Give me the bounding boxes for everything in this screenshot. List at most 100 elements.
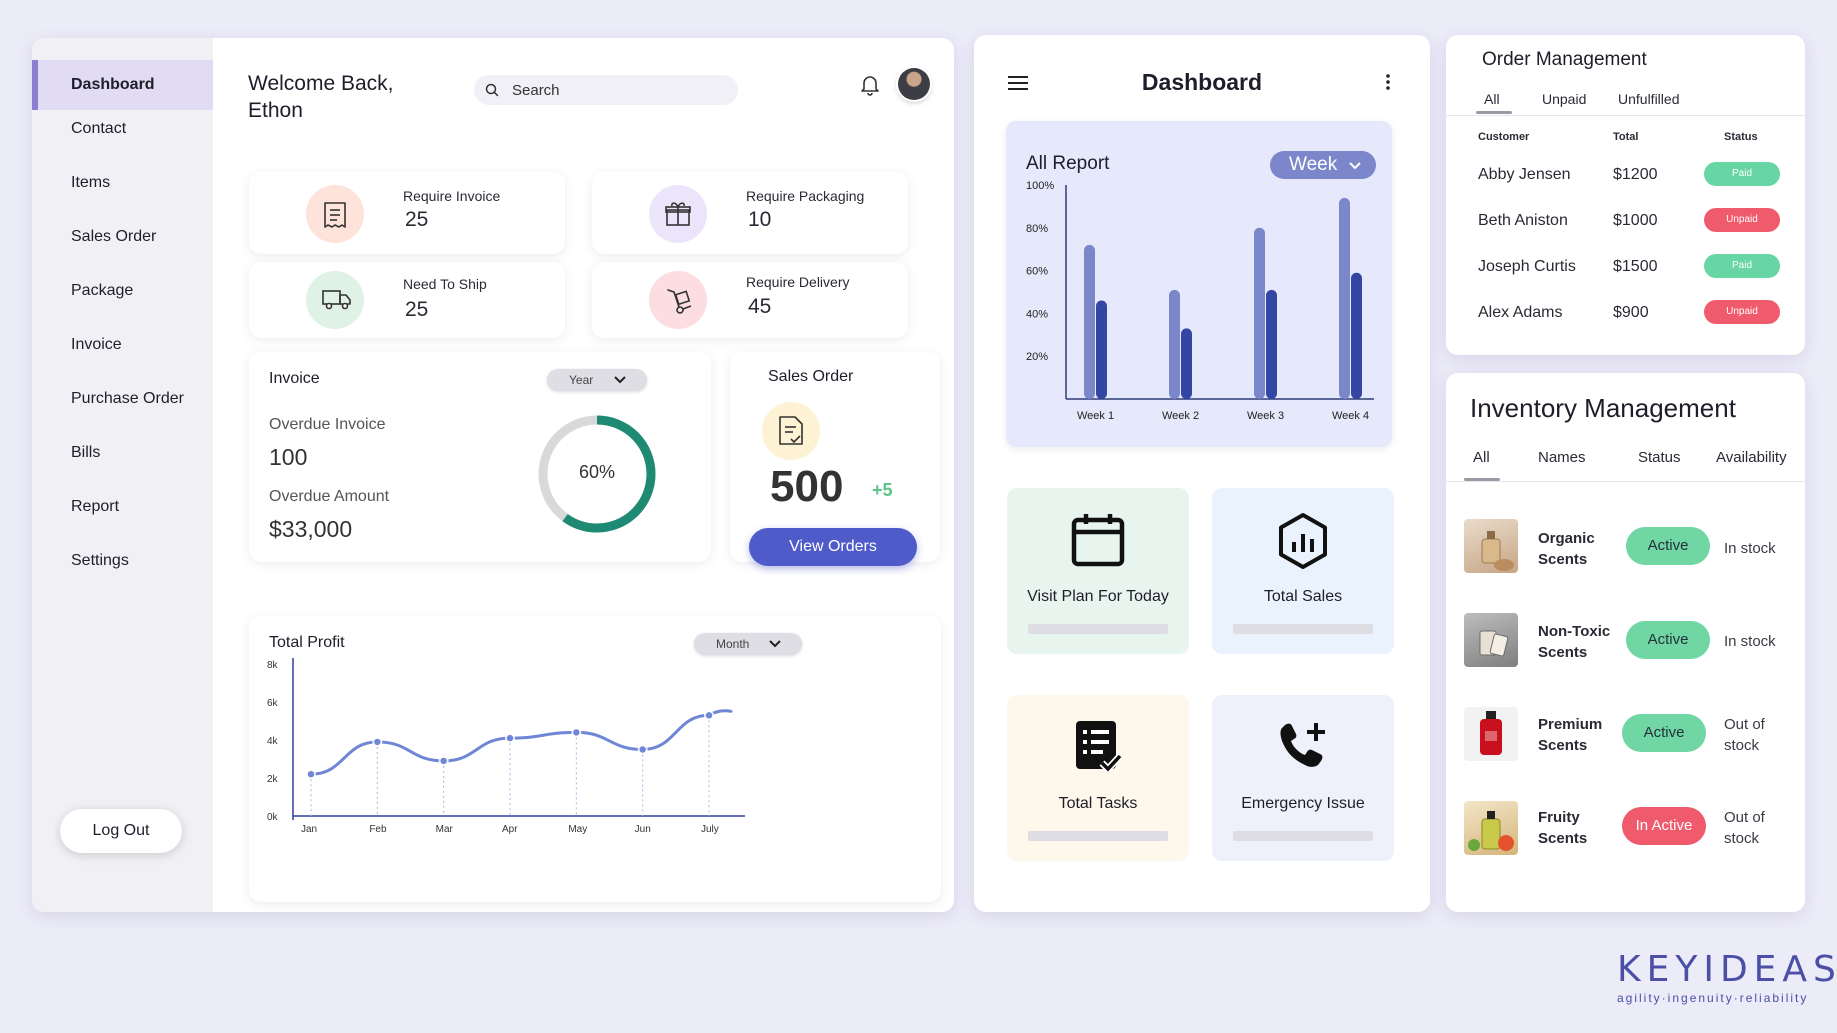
tab-unfulfilled[interactable]: Unfulfilled bbox=[1618, 91, 1680, 107]
tile-label: Total Tasks bbox=[1058, 795, 1138, 812]
bar bbox=[1254, 227, 1265, 399]
availability-line: In stock bbox=[1724, 540, 1776, 557]
sales-order-delta: +5 bbox=[872, 480, 893, 500]
overdue-invoice-label: Overdue Invoice bbox=[269, 416, 386, 433]
notification-bell-icon[interactable] bbox=[860, 74, 880, 96]
tab-status[interactable]: Status bbox=[1638, 449, 1681, 466]
sidebar-item-sales-order[interactable]: Sales Order bbox=[71, 228, 157, 245]
sidebar-item-package[interactable]: Package bbox=[71, 282, 134, 299]
status-badge: Unpaid bbox=[1704, 300, 1780, 324]
sidebar-item-items[interactable]: Items bbox=[71, 174, 111, 191]
invoice-period-dropdown[interactable]: Year bbox=[547, 369, 647, 391]
tab-names[interactable]: Names bbox=[1538, 449, 1586, 466]
x-tick-label: May bbox=[568, 824, 587, 835]
x-tick-label: July bbox=[701, 824, 719, 835]
x-tick-label: Week 3 bbox=[1247, 410, 1284, 422]
stat-value: 25 bbox=[405, 298, 429, 321]
product-name: Fruity Scents bbox=[1538, 807, 1587, 849]
order-total: $900 bbox=[1613, 304, 1649, 321]
more-options-icon[interactable] bbox=[1386, 74, 1390, 90]
x-tick-label: Apr bbox=[502, 824, 518, 835]
brand-logo: KEYIDEAS agility·ingenuity·reliability bbox=[1617, 952, 1837, 1006]
y-tick-label: 100% bbox=[1026, 180, 1054, 192]
column-header-status: Status bbox=[1724, 131, 1758, 143]
tile-label: Visit Plan For Today bbox=[1027, 588, 1169, 605]
product-image bbox=[1464, 613, 1518, 667]
data-point bbox=[705, 712, 713, 719]
bar bbox=[1169, 289, 1180, 399]
report-period-dropdown[interactable]: Week bbox=[1270, 151, 1376, 179]
hamburger-menu-icon[interactable] bbox=[1008, 76, 1028, 90]
status-badge[interactable]: Active bbox=[1626, 621, 1710, 659]
product-name-line: Fruity bbox=[1538, 809, 1580, 826]
availability: Out of stock bbox=[1724, 807, 1765, 849]
sidebar-item-purchase-order[interactable]: Purchase Order bbox=[71, 390, 184, 407]
invoice-period-value: Year bbox=[569, 373, 594, 387]
total-profit-line-chart: 8k 6k 4k 2k 0k Jan Feb Mar Apr May Jun July bbox=[267, 658, 745, 835]
product-name-line: Scents bbox=[1538, 830, 1588, 847]
tile-progress-bar bbox=[1233, 831, 1373, 841]
status-badge: Unpaid bbox=[1704, 208, 1780, 232]
tab-availability[interactable]: Availability bbox=[1716, 449, 1787, 466]
status-badge: Paid bbox=[1704, 162, 1780, 186]
search-input[interactable] bbox=[512, 79, 722, 101]
stat-card-require-invoice[interactable]: Require Invoice 25 bbox=[249, 172, 565, 254]
tab-all[interactable]: All bbox=[1484, 91, 1500, 107]
product-name-line: Non-Toxic bbox=[1538, 623, 1611, 640]
status-badge[interactable]: Active bbox=[1626, 527, 1710, 565]
chevron-down-icon bbox=[769, 640, 781, 648]
y-tick-label: 0k bbox=[267, 812, 279, 823]
y-tick-label: 20% bbox=[1026, 351, 1048, 363]
sidebar-item-report[interactable]: Report bbox=[71, 498, 120, 515]
tile-total-tasks[interactable]: Total Tasks bbox=[1007, 695, 1189, 861]
chevron-down-icon bbox=[1349, 162, 1361, 170]
bar bbox=[1096, 300, 1107, 399]
all-report-bar-chart: 100% 80% 60% 40% 20% Week 1 Week 2 Week 3 Week 4 bbox=[1026, 180, 1374, 422]
profit-series-line bbox=[309, 709, 733, 776]
sidebar-item-contact[interactable]: Contact bbox=[71, 120, 127, 137]
data-point bbox=[639, 746, 646, 753]
stat-card-require-packaging[interactable]: Require Packaging 10 bbox=[592, 172, 908, 254]
status-badge[interactable]: Active bbox=[1622, 714, 1706, 752]
search-bar[interactable] bbox=[474, 75, 738, 105]
y-tick-label: 40% bbox=[1026, 308, 1048, 320]
product-image bbox=[1464, 519, 1518, 573]
availability-line: Out of bbox=[1724, 716, 1765, 733]
total-profit-card: Total Profit Month 8k 6k 4k 2k 0k Jan Feb Mar Ap… bbox=[249, 616, 941, 902]
sidebar-item-settings[interactable]: Settings bbox=[71, 552, 129, 569]
tile-total-sales[interactable]: Total Sales bbox=[1212, 488, 1394, 654]
sidebar-item-dashboard[interactable]: Dashboard bbox=[32, 60, 213, 110]
data-point bbox=[506, 734, 514, 742]
product-name-line: Scents bbox=[1538, 737, 1588, 754]
sidebar-item-invoice[interactable]: Invoice bbox=[71, 336, 122, 353]
invoice-card: Invoice Year Overdue Invoice 100 Overdue… bbox=[249, 352, 711, 562]
tile-label: Emergency Issue bbox=[1241, 795, 1365, 812]
sidebar-item-bills[interactable]: Bills bbox=[71, 444, 101, 461]
avatar[interactable] bbox=[898, 68, 930, 100]
order-management-title: Order Management bbox=[1482, 49, 1647, 70]
tab-unpaid[interactable]: Unpaid bbox=[1542, 91, 1587, 107]
tile-emergency-issue[interactable]: Emergency Issue bbox=[1212, 695, 1394, 861]
view-orders-button[interactable]: View Orders bbox=[749, 528, 917, 566]
page-title: Dashboard bbox=[1141, 69, 1263, 95]
tab-all[interactable]: All bbox=[1473, 449, 1490, 466]
stat-value: 25 bbox=[405, 208, 429, 231]
tile-visit-plan[interactable]: Visit Plan For Today bbox=[1007, 488, 1189, 654]
invoice-progress-ring bbox=[538, 415, 656, 533]
stat-label: Require Delivery bbox=[746, 274, 850, 290]
mobile-dashboard-panel: Dashboard All Report Week 100% 80% 60% 40% 2… bbox=[974, 35, 1430, 912]
logout-button[interactable]: Log Out bbox=[60, 809, 182, 853]
stat-value: 45 bbox=[748, 295, 772, 318]
y-tick-label: 4k bbox=[267, 736, 279, 747]
status-badge[interactable]: In Active bbox=[1622, 807, 1706, 845]
stat-card-require-delivery[interactable]: Require Delivery 45 bbox=[592, 262, 908, 338]
y-tick-label: 8k bbox=[267, 660, 279, 671]
y-tick-label: 2k bbox=[267, 774, 279, 785]
stat-card-need-to-ship[interactable]: Need To Ship 25 bbox=[249, 262, 565, 338]
active-tab-indicator bbox=[1476, 111, 1512, 114]
x-tick-label: Week 4 bbox=[1332, 410, 1369, 422]
profit-period-dropdown[interactable]: Month bbox=[694, 633, 802, 655]
x-tick-label: Week 2 bbox=[1162, 410, 1199, 422]
total-profit-title: Total Profit bbox=[269, 634, 345, 651]
active-tab-indicator bbox=[1464, 478, 1500, 481]
